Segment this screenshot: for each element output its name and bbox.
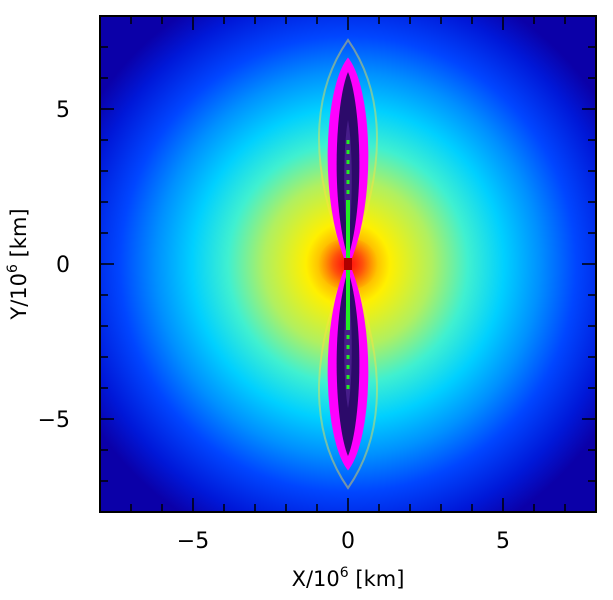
y-tick-label: 5 <box>56 98 70 123</box>
y-tick-label: −5 <box>38 408 70 433</box>
contour-lines <box>318 38 378 490</box>
y-axis-label: Y/106 [km] <box>5 208 31 320</box>
axis-ticks <box>100 16 596 512</box>
x-tick-label: 5 <box>496 529 510 554</box>
plot-area <box>100 16 596 512</box>
x-tick-label: −5 <box>177 529 209 554</box>
x-axis-label: X/106 [km] <box>292 565 405 591</box>
center-point <box>344 258 352 270</box>
x-tick-label: 0 <box>341 529 355 554</box>
y-tick-label: 0 <box>56 253 70 278</box>
